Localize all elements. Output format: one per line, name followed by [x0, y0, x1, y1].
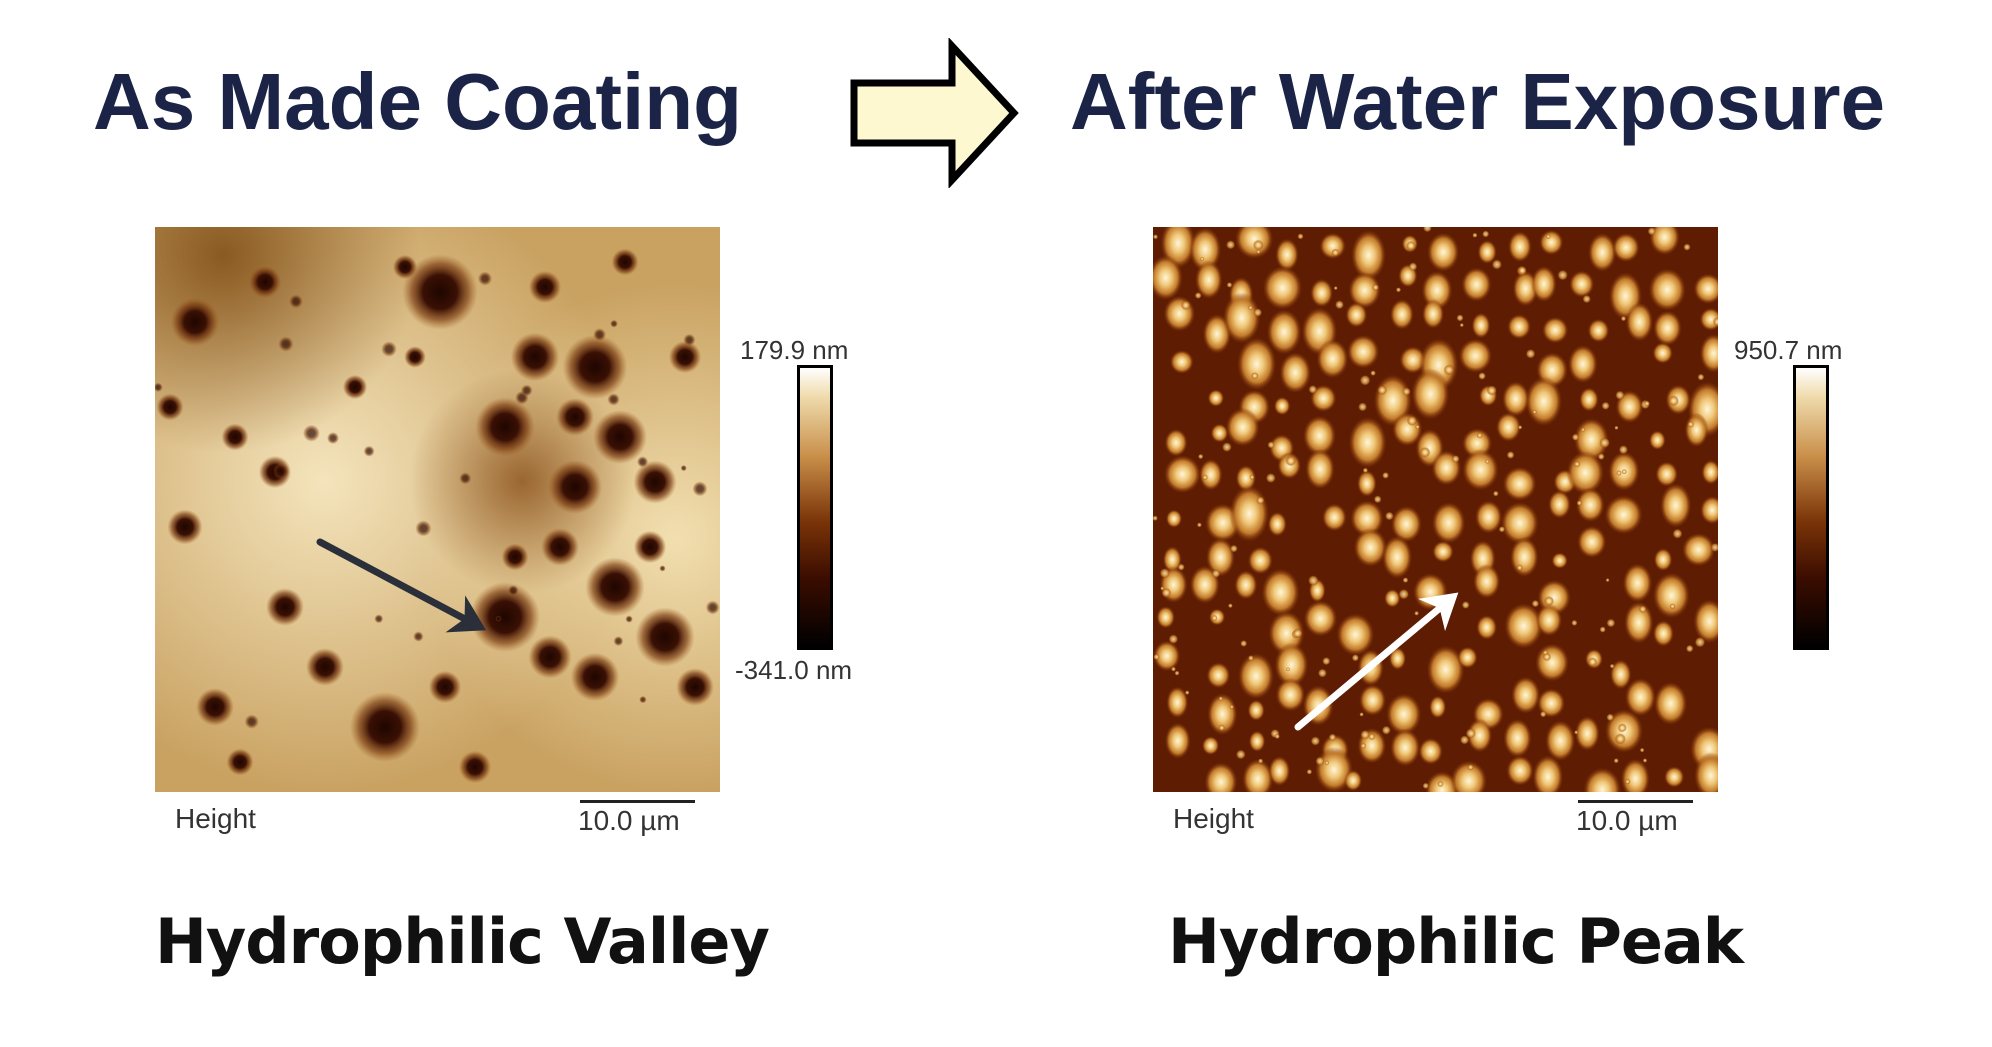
scale-bar-label: 10.0 µm — [578, 805, 680, 836]
scale-bar-label: 10.0 µm — [1576, 805, 1678, 836]
process-arrow-icon — [850, 38, 1019, 188]
pointer-arrow-light — [1294, 592, 1459, 731]
height-colorbar — [797, 365, 833, 650]
colorbar-max-label: 950.7 nm — [1734, 335, 1843, 365]
afm-height-image-valley — [155, 227, 720, 792]
channel-label: Height — [175, 803, 256, 834]
afm-height-image-peak — [1153, 227, 1718, 792]
caption-hydrophilic-valley: Hydrophilic Valley — [155, 905, 770, 978]
channel-label: Height — [1173, 803, 1254, 834]
heading-as-made-coating: As Made Coating — [93, 57, 742, 146]
pointer-arrow-dark — [316, 538, 487, 633]
scale-bar — [1578, 800, 1693, 803]
colorbar-min-label: -341.0 nm — [735, 655, 853, 685]
panel-after-water: 950.7 nm Height 10.0 µm Hydrophilic Peak — [1148, 225, 1988, 978]
colorbar-max-label: 179.9 nm — [740, 335, 849, 365]
panel-as-made: 179.9 nm -341.0 nm Height 10.0 µm Hydrop… — [150, 225, 990, 978]
heading-after-water-exposure: After Water Exposure — [1070, 57, 1885, 146]
height-colorbar — [1793, 365, 1829, 650]
scale-bar — [580, 800, 695, 803]
caption-hydrophilic-peak: Hydrophilic Peak — [1168, 905, 1744, 978]
